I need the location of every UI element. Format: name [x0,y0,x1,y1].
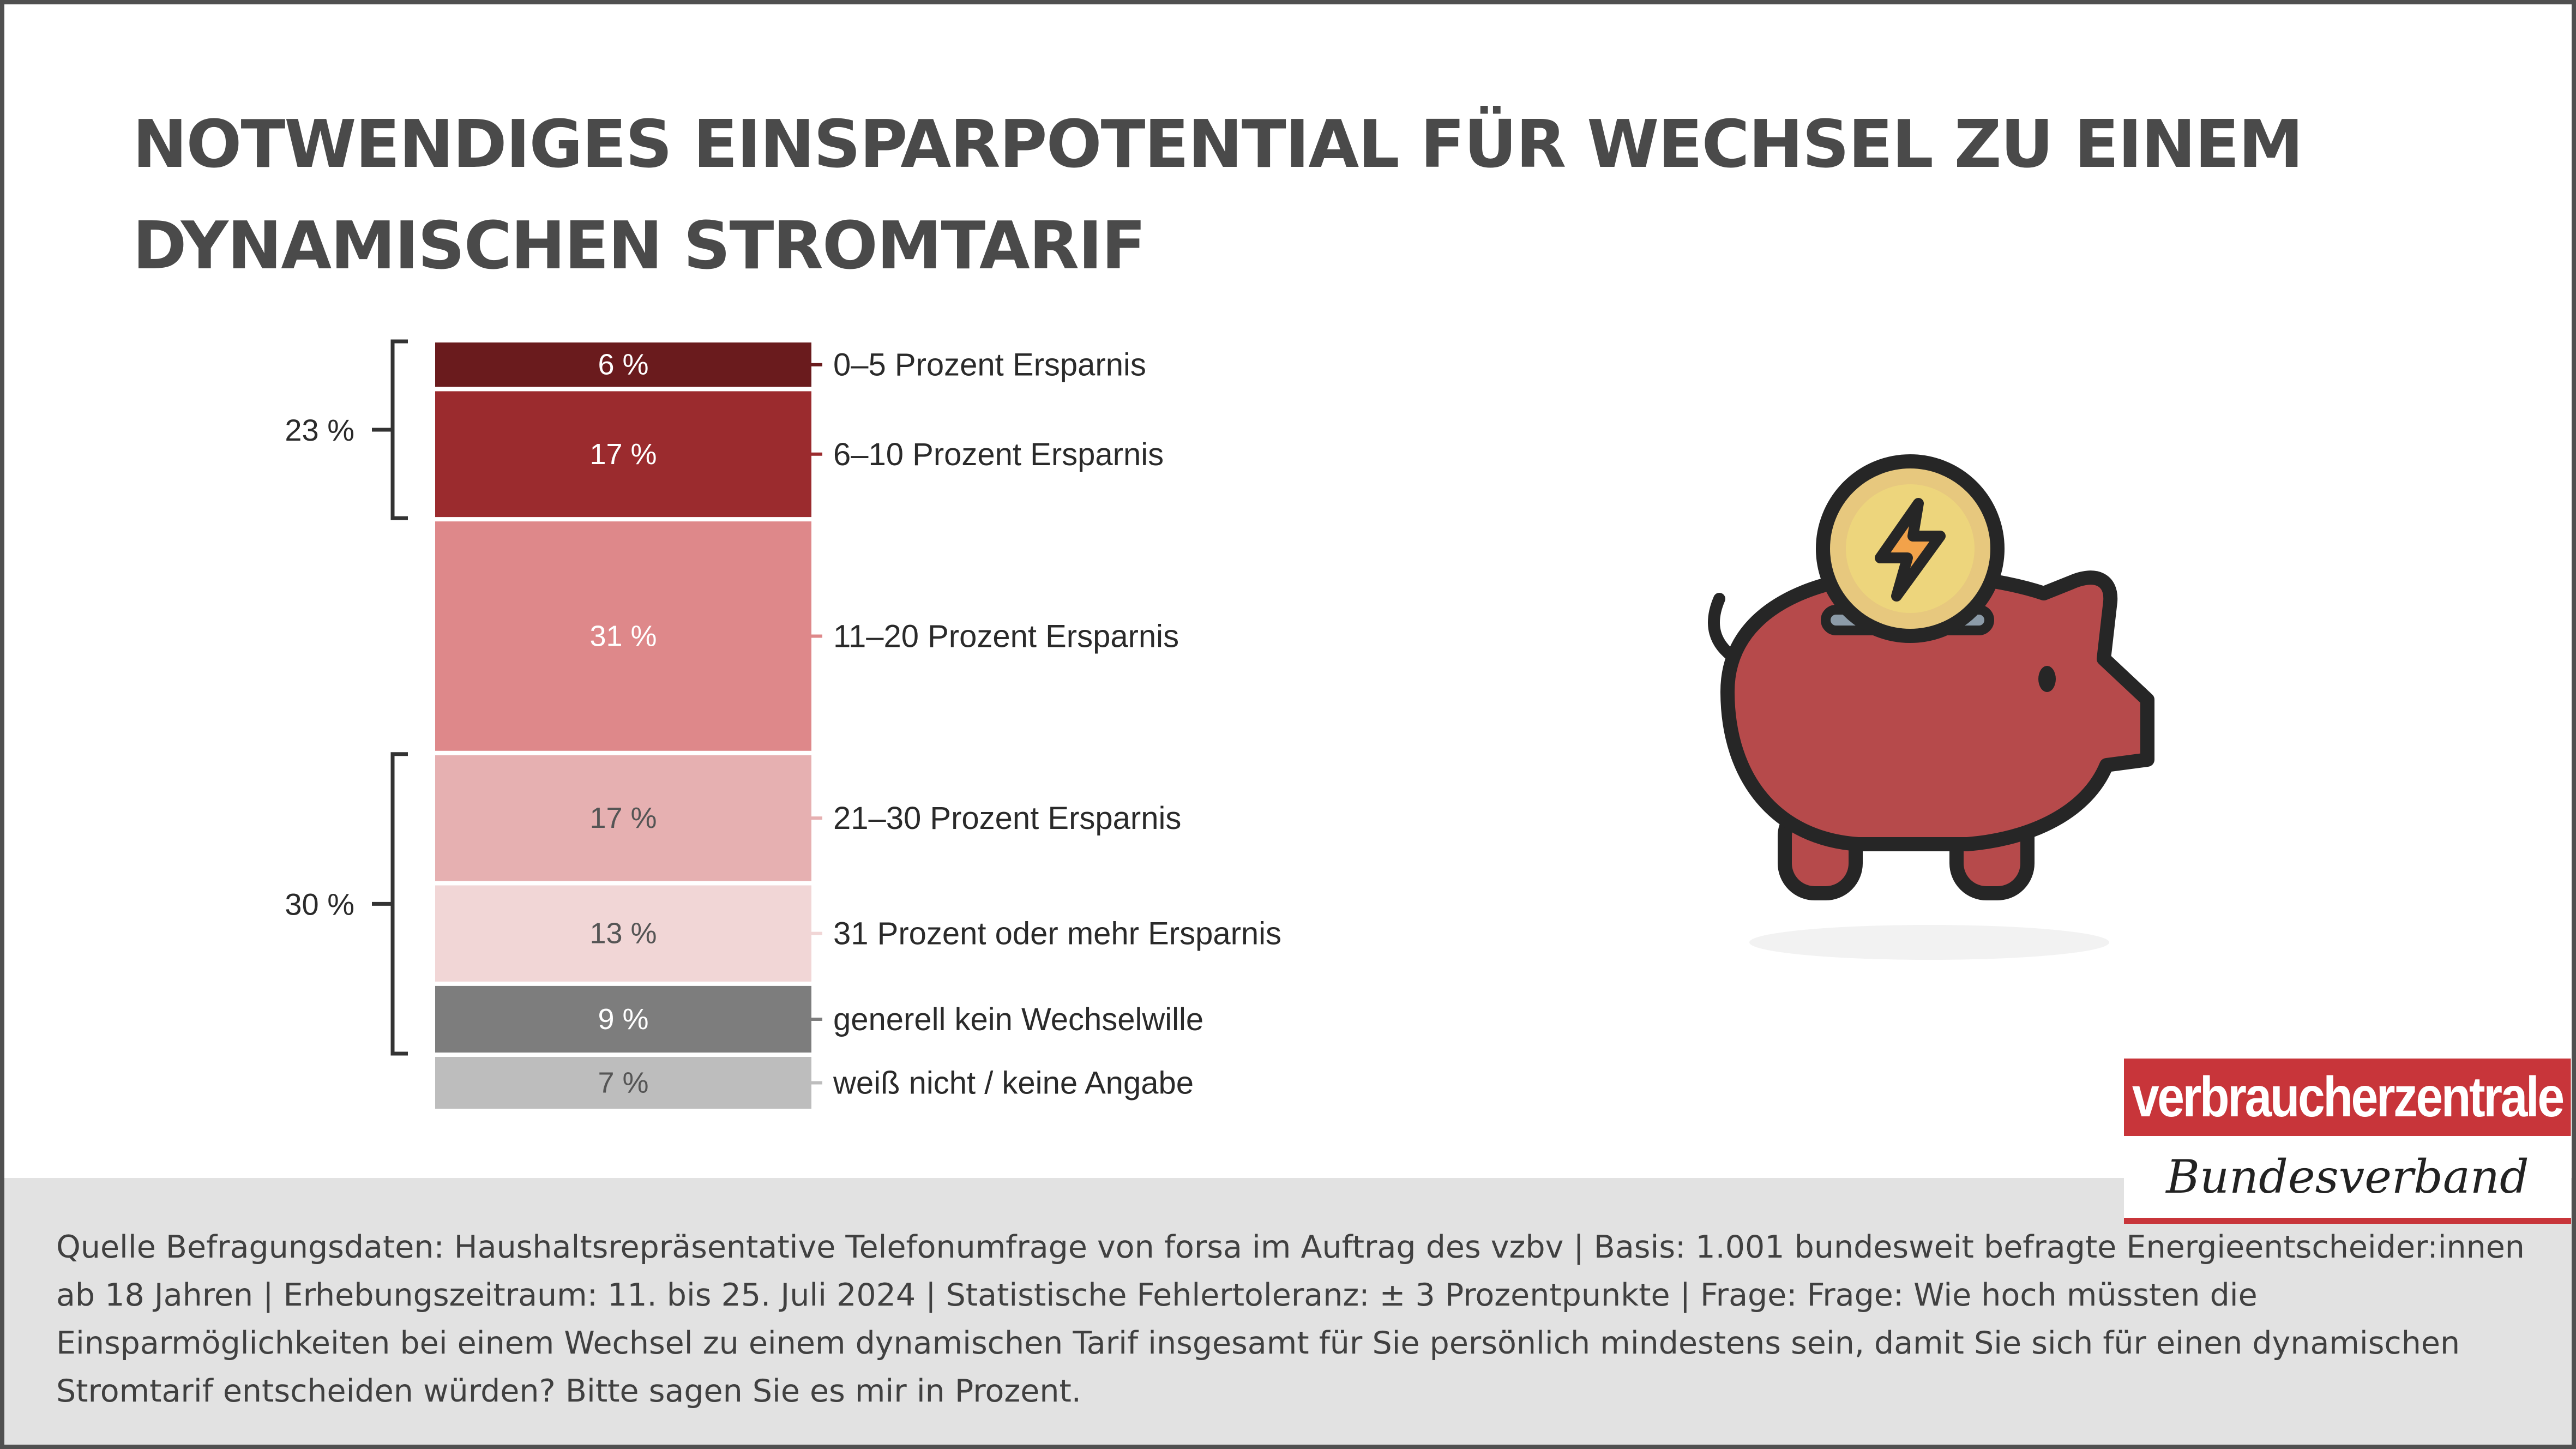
bar-value-label: 17 % [589,438,657,471]
category-label: generell kein Wechselwille [833,1002,1203,1037]
source-note: Quelle Befragungsdaten: Haushaltsrepräse… [56,1229,2525,1409]
bar-value-label: 31 % [589,620,657,652]
logo-underline [2124,1218,2571,1224]
category-label: 11–20 Prozent Ersparnis [833,618,1179,654]
category-label: weiß nicht / keine Angabe [833,1066,1194,1101]
category-label: 6–10 Prozent Ersparnis [833,437,1164,472]
piggy-bank-icon [1708,567,2154,960]
bar-segment [435,342,811,387]
page-title: NOTWENDIGES EINSPARPOTENTIAL FÜR WECHSEL… [133,107,2303,284]
group-bracket [372,339,408,520]
bar-segment [435,521,811,751]
bar-segment [435,1057,811,1109]
bar-value-label: 13 % [589,917,657,950]
bar-segment [435,391,811,518]
stacked-bar-chart: 6 % 0–5 Prozent Ersparnis 17 % 6–10 Prozent… [285,339,2154,1109]
logo-wordmark: verbraucherzentrale [2124,1059,2571,1136]
group-total-label: 23 % [285,413,354,447]
logo: verbraucherzentrale Bundesverband [2124,1059,2571,1224]
group-bracket [372,752,408,1056]
logo-subtitle: Bundesverband [2124,1136,2571,1218]
lightning-coin-icon [1816,454,2005,643]
bar-segment [435,885,811,982]
bar-value-label: 9 % [598,1003,648,1036]
bar-value-label: 17 % [589,802,657,834]
bar-segment [435,985,811,1053]
group-total-label: 30 % [285,887,354,921]
bar-segment [435,755,811,881]
category-label: 31 Prozent oder mehr Ersparnis [833,916,1281,952]
category-label: 21–30 Prozent Ersparnis [833,801,1181,836]
bar-value-label: 6 % [598,348,648,381]
category-label: 0–5 Prozent Ersparnis [833,347,1146,383]
bar-value-label: 7 % [598,1067,648,1099]
